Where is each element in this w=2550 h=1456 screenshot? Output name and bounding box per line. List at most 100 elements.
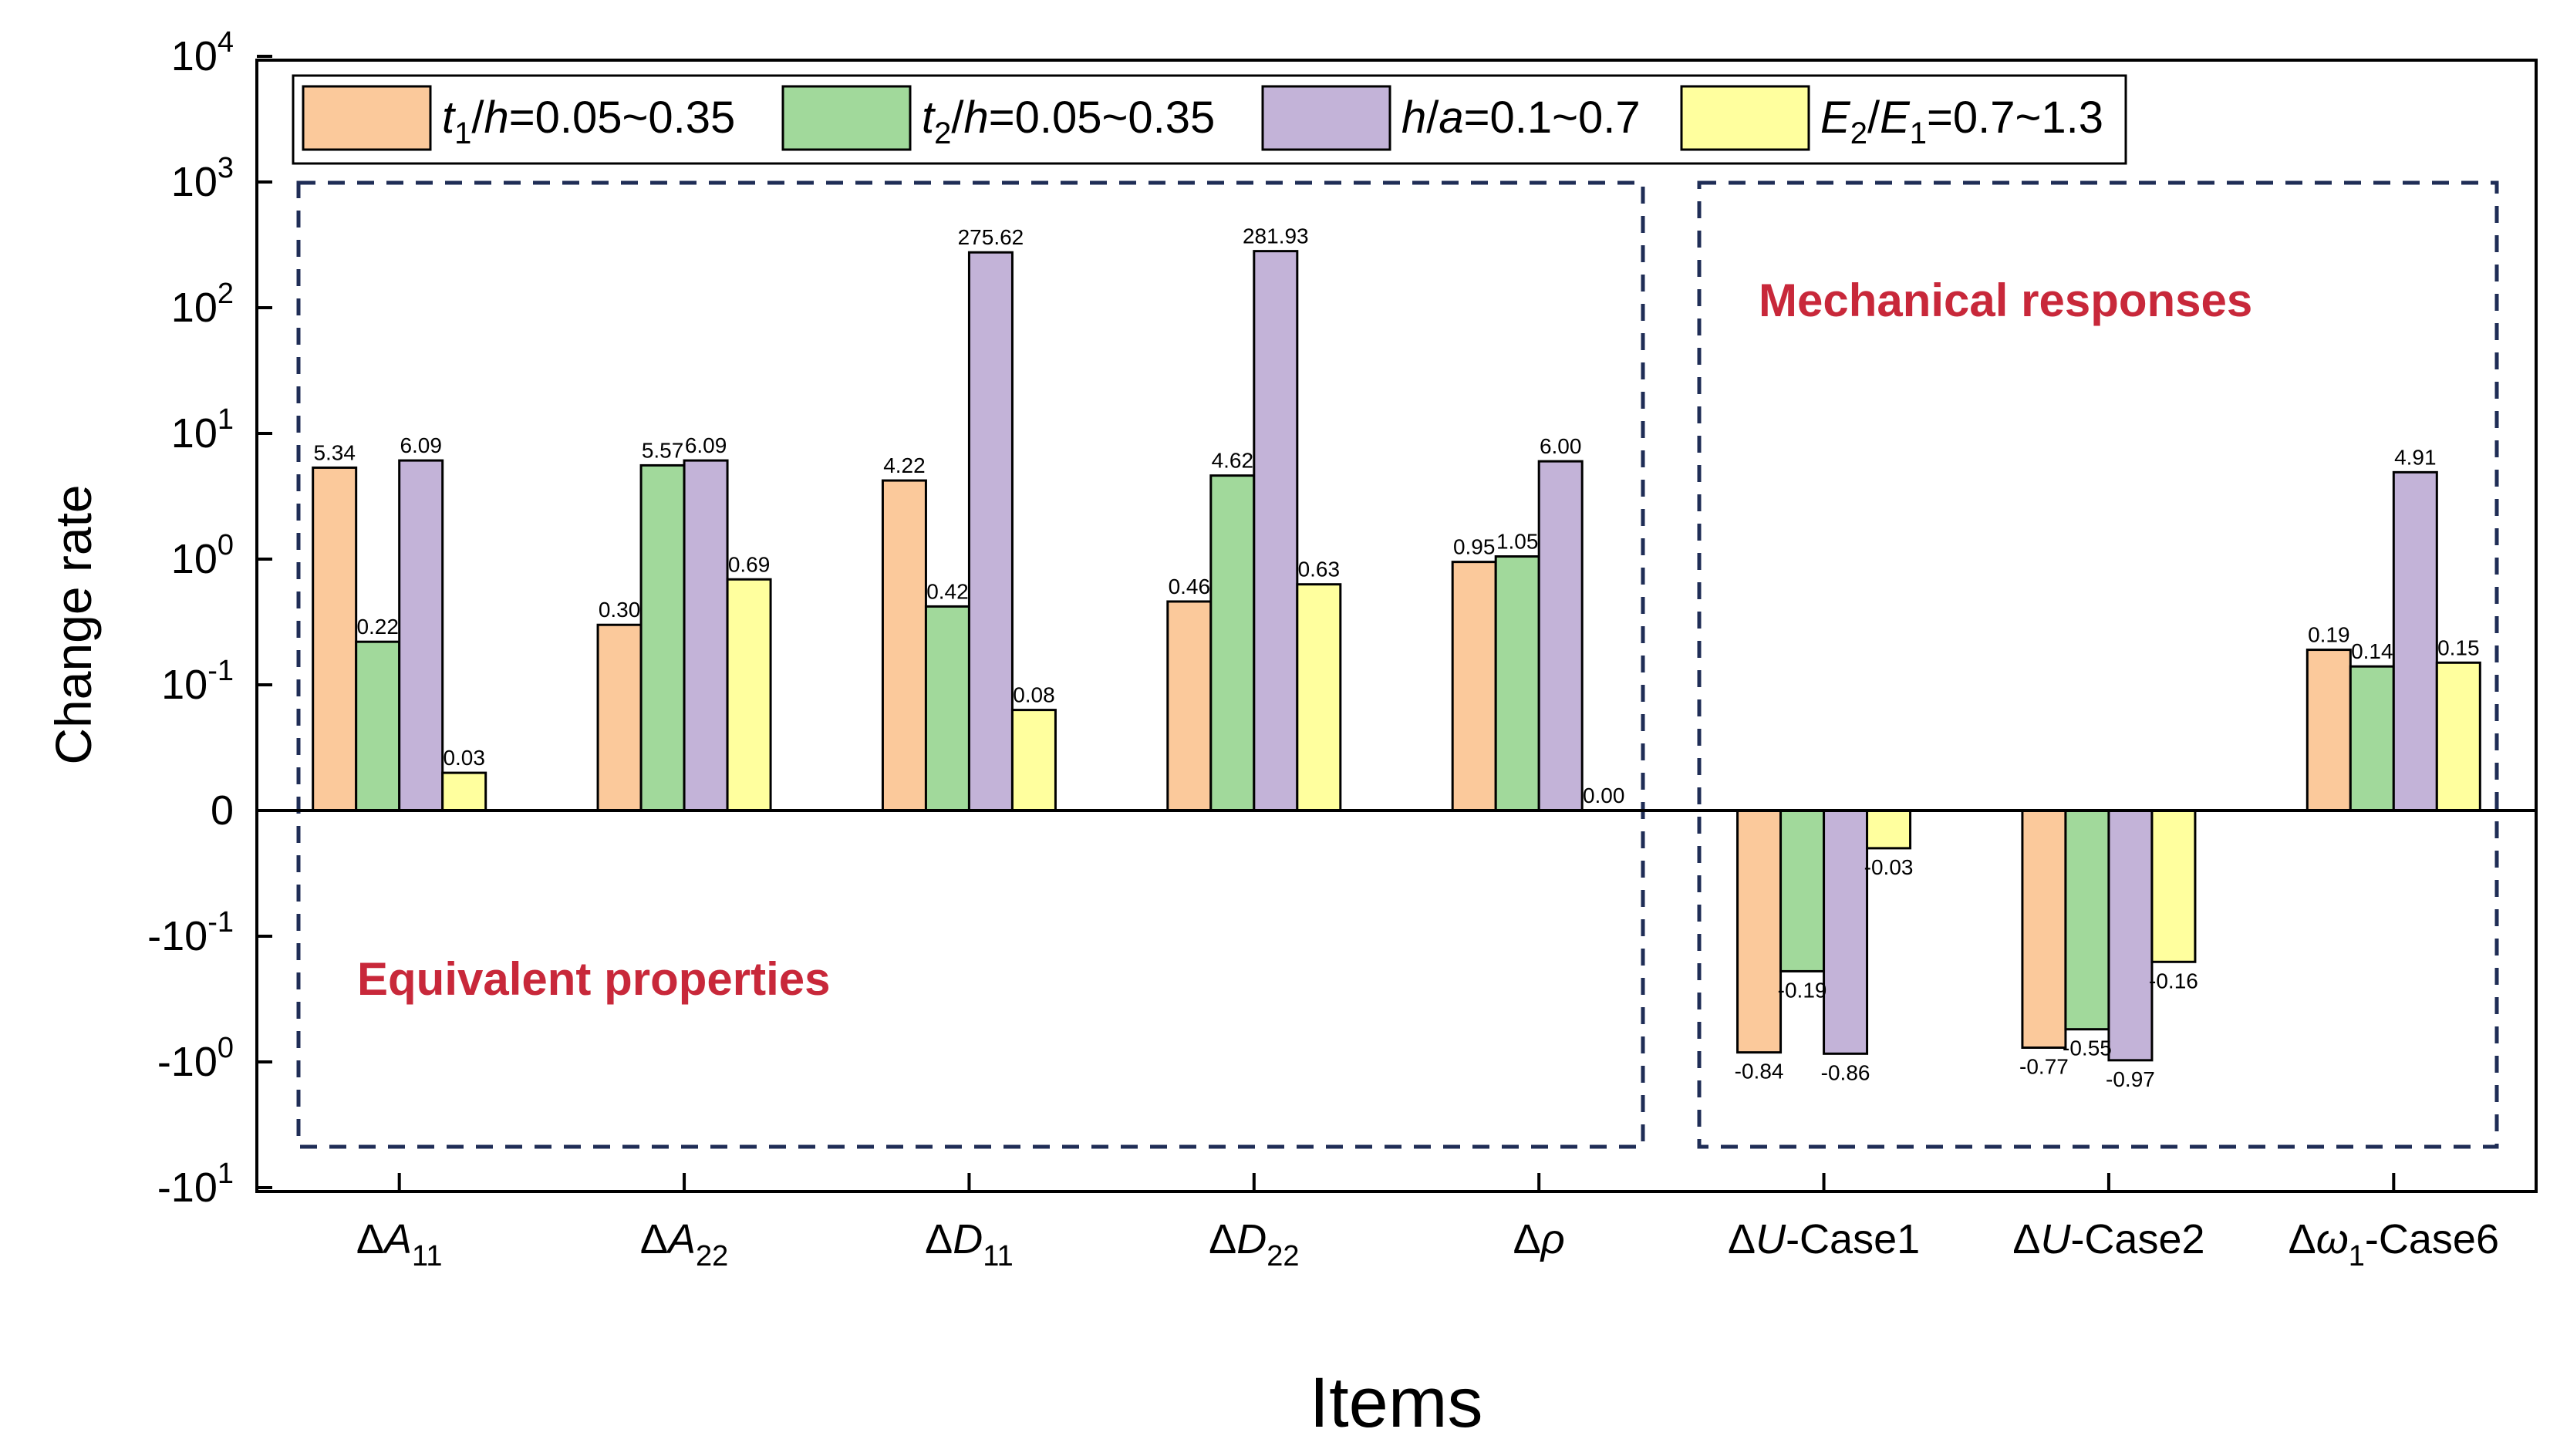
bar bbox=[2305, 649, 2352, 812]
x-tick-label: ΔD22 bbox=[1209, 1216, 1299, 1272]
bar bbox=[1209, 474, 1256, 812]
bar bbox=[441, 771, 487, 812]
data-label: -0.55 bbox=[2063, 1036, 2112, 1060]
bar bbox=[924, 605, 970, 812]
data-label: 0.22 bbox=[356, 615, 399, 639]
legend-label: E2/E1=0.7~1.3 bbox=[1820, 93, 2103, 150]
bar bbox=[312, 466, 358, 812]
bar bbox=[639, 463, 686, 812]
data-label: 0.42 bbox=[926, 579, 969, 603]
bar bbox=[1253, 250, 1299, 812]
bar bbox=[1736, 809, 1783, 1054]
legend-label: t1/h=0.05~0.35 bbox=[442, 93, 735, 150]
bar bbox=[1166, 600, 1213, 812]
data-label: -0.97 bbox=[2106, 1067, 2155, 1091]
data-label: 0.14 bbox=[2351, 639, 2393, 663]
region-boxes: Equivalent properties Mechanical response… bbox=[296, 180, 2499, 1149]
y-tick-label: 100 bbox=[171, 529, 234, 582]
x-tick-label: ΔD11 bbox=[925, 1216, 1014, 1272]
data-label: -0.84 bbox=[1735, 1060, 1784, 1084]
data-label: 0.46 bbox=[1169, 575, 1211, 598]
data-label: -0.77 bbox=[2019, 1054, 2069, 1078]
y-tick-label: 103 bbox=[171, 152, 234, 205]
y-tick-label: 102 bbox=[171, 278, 234, 331]
bar bbox=[398, 459, 444, 812]
plot-frame bbox=[255, 59, 2538, 1193]
data-labels-group: 5.34 0.30 4.22 0.46 0.95 -0.84 -0.77 0.19 0.22 5.… bbox=[313, 224, 2479, 1091]
data-label: 275.62 bbox=[958, 225, 1024, 249]
y-tick-label: 101 bbox=[171, 403, 234, 457]
bar bbox=[1866, 809, 1912, 850]
y-tick-label: 0 bbox=[211, 787, 234, 834]
x-tick-label: ΔA11 bbox=[356, 1216, 443, 1272]
data-label: 4.62 bbox=[1212, 449, 1254, 473]
legend: t1/h=0.05~0.35 t2/h=0.05~0.35 h/a=0.1~0.7 E… bbox=[292, 74, 2127, 165]
y-tick-label: -10-1 bbox=[147, 906, 234, 959]
bar bbox=[881, 479, 927, 812]
data-label: 0.08 bbox=[1013, 683, 1055, 707]
data-label: 0.63 bbox=[1298, 558, 1341, 581]
bar bbox=[726, 578, 772, 812]
x-tick-label: ΔU-Case1 bbox=[1728, 1216, 1920, 1262]
bar bbox=[2107, 809, 2154, 1062]
data-label: 0.00 bbox=[1583, 784, 1625, 807]
data-label: 5.34 bbox=[313, 440, 356, 464]
bar bbox=[2150, 809, 2197, 963]
data-label: -0.86 bbox=[1821, 1060, 1870, 1084]
data-label: 6.09 bbox=[685, 433, 727, 457]
bar bbox=[1010, 709, 1057, 812]
legend-swatch bbox=[1261, 85, 1391, 151]
bar bbox=[2064, 809, 2110, 1031]
bar bbox=[2392, 470, 2438, 812]
bar bbox=[1451, 561, 1497, 812]
data-label: 6.09 bbox=[400, 433, 442, 457]
bar bbox=[1537, 460, 1584, 812]
region-box bbox=[296, 180, 1645, 1149]
data-label: 5.57 bbox=[642, 438, 684, 462]
bar bbox=[1296, 583, 1342, 812]
bar bbox=[1823, 809, 1869, 1055]
bar bbox=[355, 640, 401, 812]
region-label: Equivalent properties bbox=[357, 953, 830, 1005]
data-label: -0.19 bbox=[1778, 978, 1827, 1002]
data-label: -0.03 bbox=[1864, 855, 1914, 879]
y-axis-title: Change rate bbox=[45, 484, 102, 764]
data-label: 0.95 bbox=[1453, 535, 1496, 559]
data-label: 4.22 bbox=[883, 453, 926, 477]
bar bbox=[1494, 555, 1540, 812]
data-label: 0.19 bbox=[2308, 623, 2350, 647]
y-tick-label: -100 bbox=[157, 1032, 234, 1085]
y-tick-label: 10-1 bbox=[161, 655, 234, 708]
x-tick-label: ΔA22 bbox=[640, 1216, 728, 1272]
axes-group: -101 -100 -10-1 0 10-1 100 101 102 103 104 ΔA11 ΔA2… bbox=[147, 26, 2538, 1272]
region-label: Mechanical responses bbox=[1759, 275, 2252, 326]
bar bbox=[1779, 809, 1826, 972]
data-label: 0.30 bbox=[599, 598, 641, 622]
bar bbox=[2021, 809, 2067, 1049]
data-label: 281.93 bbox=[1243, 224, 1309, 248]
data-label: 0.69 bbox=[728, 552, 771, 576]
legend-swatch bbox=[1680, 85, 1810, 151]
bar bbox=[967, 251, 1014, 812]
legend-label: h/a=0.1~0.7 bbox=[1401, 93, 1641, 143]
legend-label: t2/h=0.05~0.35 bbox=[922, 93, 1215, 150]
x-tick-label: ΔU-Case2 bbox=[2012, 1216, 2204, 1262]
x-axis-title: Items bbox=[1310, 1363, 1483, 1442]
legend-swatch bbox=[781, 85, 912, 151]
data-label: -0.16 bbox=[2149, 969, 2198, 993]
data-label: 4.91 bbox=[2394, 445, 2437, 469]
legend-box bbox=[292, 74, 2127, 165]
data-label: 6.00 bbox=[1540, 434, 1582, 458]
y-tick-label: -101 bbox=[157, 1158, 234, 1211]
legend-swatch bbox=[302, 85, 432, 151]
data-label: 1.05 bbox=[1496, 530, 1539, 554]
x-tick-label: Δω1-Case6 bbox=[2289, 1216, 2499, 1272]
data-label: 0.03 bbox=[443, 746, 485, 770]
bar bbox=[683, 459, 729, 812]
data-label: 0.15 bbox=[2437, 635, 2480, 659]
bar bbox=[2349, 665, 2395, 812]
bar bbox=[2435, 661, 2481, 812]
bars-group bbox=[312, 250, 2481, 1062]
bar bbox=[596, 623, 643, 812]
